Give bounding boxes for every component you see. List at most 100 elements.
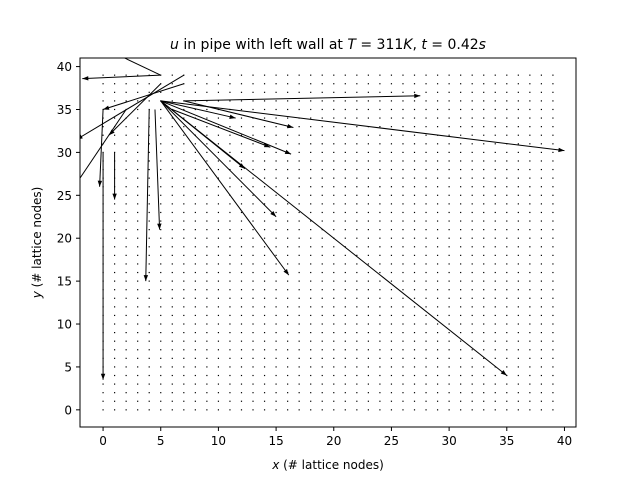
field-node-arrow [552, 332, 554, 334]
field-node-arrow [540, 134, 542, 136]
field-node-arrow [540, 83, 542, 85]
field-node-arrow [344, 211, 346, 214]
field-node-arrow [390, 108, 393, 111]
field-node-arrow [517, 374, 519, 377]
field-node-arrow [333, 83, 335, 85]
field-node-arrow [229, 220, 231, 222]
field-node-arrow [298, 74, 300, 76]
field-node-arrow [240, 246, 243, 248]
field-node-arrow [356, 392, 358, 394]
field-node-arrow [321, 246, 323, 248]
field-node-arrow [321, 383, 323, 385]
field-node-arrow [206, 297, 208, 299]
field-node-arrow [517, 392, 519, 394]
field-node-arrow [287, 280, 289, 282]
vector-shaft [183, 100, 294, 128]
field-node-arrow [252, 340, 254, 342]
field-node-arrow [552, 366, 554, 368]
field-node-arrow [540, 168, 542, 171]
field-node-arrow [379, 186, 381, 188]
field-node-arrow [333, 186, 335, 188]
field-node-arrow [206, 100, 208, 102]
field-node-arrow [206, 357, 208, 359]
field-node-arrow [229, 229, 231, 231]
field-node-arrow [287, 254, 289, 256]
field-node-arrow [310, 392, 312, 394]
field-node-arrow [436, 194, 439, 196]
field-node-arrow [506, 340, 508, 342]
field-node-arrow [494, 280, 496, 282]
field-node-arrow [194, 186, 196, 188]
field-node-arrow [356, 134, 358, 136]
field-node-arrow [275, 151, 277, 153]
field-node-arrow [183, 366, 185, 368]
field-node-arrow [171, 177, 173, 179]
field-node-arrow [206, 160, 208, 162]
field-node-arrow [240, 254, 243, 256]
field-node-arrow [137, 254, 139, 256]
field-node-arrow [413, 74, 416, 76]
field-node-arrow [448, 271, 450, 274]
field-node-arrow [529, 409, 531, 411]
field-node-arrow [298, 134, 300, 136]
field-node-arrow [137, 100, 139, 102]
field-node-arrow [460, 246, 462, 248]
field-node-arrow [333, 143, 335, 145]
x-tick-label: 5 [157, 434, 165, 448]
field-node-arrow [494, 237, 496, 239]
field-node-arrow [148, 357, 150, 359]
field-node-arrow [194, 254, 196, 256]
field-node-arrow [229, 383, 231, 385]
field-node-arrow [229, 314, 231, 317]
field-node-arrow [413, 254, 416, 256]
field-node-arrow [321, 91, 323, 93]
field-node-arrow [137, 186, 139, 188]
field-node-arrow [344, 340, 346, 342]
field-node-arrow [240, 357, 243, 359]
field-node-arrow [471, 289, 473, 291]
field-node-arrow [460, 332, 462, 334]
field-node-arrow [483, 211, 485, 214]
field-node-arrow [367, 357, 369, 359]
vector-shaft [82, 74, 161, 80]
field-node-arrow [333, 383, 335, 385]
field-node-arrow [402, 74, 404, 76]
field-node-arrow [148, 289, 150, 291]
field-node-arrow [263, 160, 266, 162]
field-node-arrow [436, 177, 439, 179]
field-node-arrow [287, 400, 289, 402]
vector-head [414, 93, 421, 99]
field-node-arrow [356, 160, 358, 162]
vector-shaft [160, 100, 565, 152]
field-node-arrow [460, 168, 462, 171]
vector-arrow [108, 83, 162, 136]
field-node-arrow [298, 349, 300, 351]
field-node-arrow [425, 160, 427, 162]
field-node-arrow [471, 194, 473, 196]
y-tick-label: 5 [64, 360, 72, 374]
field-node-arrow [310, 211, 312, 214]
field-node-arrow [321, 177, 323, 179]
field-node-arrow [529, 271, 531, 274]
field-node-arrow [137, 409, 139, 411]
field-node-arrow [333, 117, 335, 119]
field-node-arrow [137, 108, 139, 111]
field-node-arrow [125, 220, 127, 222]
field-node-arrow [529, 332, 531, 334]
field-node-arrow [344, 271, 346, 274]
field-node-arrow [402, 160, 404, 162]
x-tick: 20 [326, 427, 341, 448]
field-node-arrow [494, 392, 496, 394]
field-node-arrow [310, 83, 312, 85]
field-node-arrow [483, 289, 485, 291]
field-node-arrow [460, 203, 462, 205]
field-node-arrow [402, 323, 404, 325]
field-node-arrow [321, 340, 323, 342]
field-node-arrow [344, 151, 346, 153]
field-node-arrow [483, 100, 485, 102]
field-node-arrow [425, 203, 427, 205]
field-node-arrow [333, 392, 335, 394]
field-node-arrow [356, 177, 358, 179]
field-node-arrow [552, 314, 554, 317]
field-node-arrow [529, 392, 531, 394]
